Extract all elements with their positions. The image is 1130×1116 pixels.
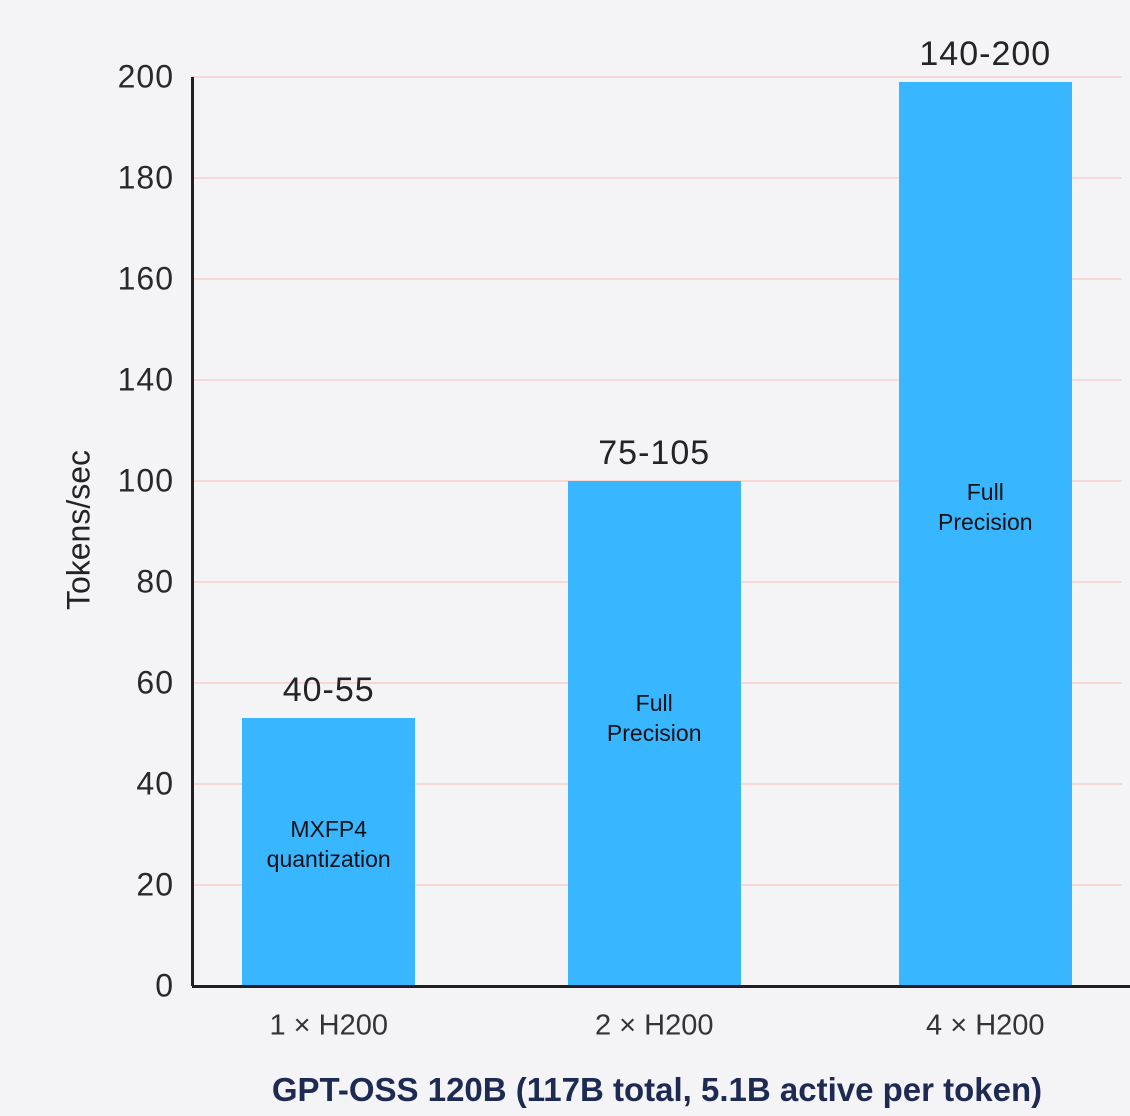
x-tick-label-1-h200: 1 × H200 [269,1009,388,1042]
y-tick-label-100: 100 [117,462,174,499]
y-tick-label-0: 0 [155,967,174,1004]
bar-2-h200 [567,481,741,986]
bar-note-line: Precision [937,508,1033,535]
y-gridline-140 [192,379,1122,381]
bar-value-label-1-h200: 40-55 [282,671,375,710]
y-tick-label-40: 40 [136,765,174,802]
bar-value-label-4-h200: 140-200 [919,35,1052,74]
y-gridline-180 [192,177,1122,179]
bar-4-h200 [898,82,1072,986]
y-tick-label-140: 140 [117,361,174,398]
bar-note-line: MXFP4 [290,816,368,843]
bar-note-line: Full [966,478,1004,505]
y-axis-title: Tokens/sec [60,449,97,611]
x-axis-line [192,985,1130,988]
bar-note-line: quantization [266,846,391,873]
y-gridline-160 [192,278,1122,280]
y-axis-line [191,77,194,986]
bar-note-line: Precision [606,720,702,747]
bar-note-2-h200: Full Precision [607,688,702,748]
y-tick-label-60: 60 [136,664,174,701]
y-tick-label-160: 160 [117,260,174,297]
bar-note-4-h200: Full Precision [938,477,1033,537]
bar-note-line: Full [635,690,673,717]
y-tick-label-80: 80 [136,563,174,600]
y-gridline-200 [192,76,1122,78]
bar-1-h200 [242,718,416,986]
bar-value-label-2-h200: 75-105 [598,434,711,472]
bar-note-1-h200: MXFP4 quantization [267,814,391,874]
y-tick-label-20: 20 [136,866,174,903]
y-tick-label-200: 200 [117,58,174,95]
x-tick-label-2-h200: 2 × H200 [594,1009,714,1042]
chart-title: GPT-OSS 120B (117B total, 5.1B active pe… [271,1071,1043,1108]
x-tick-label-4-h200: 4 × H200 [926,1009,1045,1042]
y-tick-label-180: 180 [117,159,174,196]
